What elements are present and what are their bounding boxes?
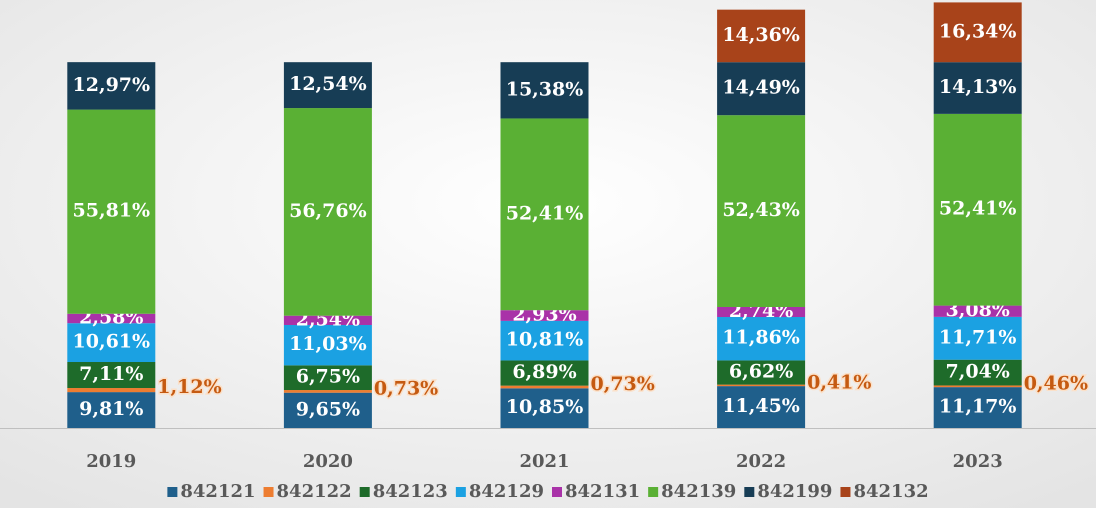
legend-label: 842121 — [180, 481, 255, 502]
data-label: 10,85% — [506, 396, 584, 418]
x-tick-label: 2019 — [86, 451, 136, 472]
data-label: 9,81% — [79, 398, 143, 420]
legend-item: 842139 — [648, 481, 736, 502]
data-label: 11,17% — [939, 396, 1017, 418]
legend-item: 842129 — [455, 481, 544, 502]
legend-item: 842199 — [744, 481, 832, 502]
data-label: 11,45% — [722, 395, 800, 417]
data-label: 56,76% — [289, 200, 367, 222]
data-label: 0,73% — [591, 373, 655, 395]
bar-segment — [717, 360, 806, 385]
data-label: 12,97% — [73, 74, 151, 96]
bar-segment — [717, 384, 806, 387]
data-label: 9,65% — [296, 398, 360, 420]
legend-item: 842121 — [167, 481, 256, 502]
legend-item: 842122 — [263, 481, 352, 502]
legend-swatch — [167, 487, 178, 497]
data-label: 0,41% — [807, 371, 871, 393]
data-label: 14,13% — [939, 76, 1017, 98]
data-label: 1,12% — [157, 376, 221, 398]
bar-segment — [717, 306, 806, 318]
data-label: 6,89% — [512, 361, 576, 383]
legend-label: 842131 — [565, 481, 640, 502]
data-label: 11,03% — [289, 333, 367, 355]
bar-segment — [933, 316, 1022, 360]
bar-segment — [933, 359, 1022, 386]
data-label: 52,41% — [939, 198, 1017, 220]
legend-item: 842123 — [359, 481, 448, 502]
bar-segment — [500, 388, 589, 428]
bar-segment — [67, 392, 156, 428]
bar-segment — [500, 320, 589, 361]
data-label: 10,81% — [506, 329, 584, 351]
legend-swatch — [648, 487, 659, 497]
bar-segment — [67, 388, 156, 393]
data-label: 6,75% — [296, 366, 360, 388]
bar-segment — [933, 62, 1022, 114]
x-tick-label: 2020 — [303, 451, 353, 472]
bar-segment — [500, 310, 589, 321]
legend-label: 842139 — [661, 481, 736, 502]
bar-segment — [717, 317, 806, 361]
bar-segment — [283, 315, 372, 325]
data-label: 0,46% — [1024, 372, 1088, 394]
legend-label: 842129 — [469, 481, 544, 502]
x-tick-label: 2022 — [736, 451, 786, 472]
x-tick-label: 2023 — [953, 451, 1003, 472]
legend-swatch — [840, 487, 851, 497]
legend-label: 842199 — [757, 481, 832, 502]
data-label: 12,54% — [289, 73, 367, 95]
data-label: 0,73% — [374, 377, 438, 399]
legend-item: 842131 — [552, 481, 640, 502]
bar-segment — [933, 387, 1022, 428]
data-label: 10,61% — [73, 331, 151, 353]
bar-segment — [717, 9, 806, 63]
bar-segment — [283, 365, 372, 391]
legend-label: 842123 — [373, 481, 448, 502]
data-label: 14,36% — [722, 24, 800, 46]
bar-segment — [283, 390, 372, 393]
bar-segment — [933, 385, 1022, 388]
data-label: 52,43% — [722, 199, 800, 221]
legend-swatch — [552, 487, 562, 497]
bar-segment — [500, 118, 589, 311]
data-label: 11,71% — [939, 326, 1017, 348]
data-label: 7,04% — [946, 361, 1010, 383]
bar-segment — [933, 2, 1022, 63]
data-label: 52,41% — [506, 202, 584, 224]
data-label: 15,38% — [506, 78, 584, 100]
data-label: 14,49% — [722, 77, 800, 99]
bar-segment — [500, 385, 589, 389]
data-label: 55,81% — [73, 200, 151, 222]
bar-segment — [67, 323, 156, 363]
bar-segment — [500, 360, 589, 386]
bar-segment — [67, 109, 156, 314]
data-label: 11,86% — [722, 327, 800, 349]
bar-segment — [717, 62, 806, 116]
bar-segment — [67, 313, 156, 324]
bar-segment — [933, 113, 1022, 306]
bar-segment — [67, 62, 156, 110]
legend-item: 842132 — [840, 481, 929, 502]
bar-segment — [933, 305, 1022, 317]
legend-swatch — [263, 487, 274, 497]
x-tick-label: 2021 — [519, 451, 569, 472]
legend-label: 842132 — [853, 481, 928, 502]
legend-swatch — [744, 487, 755, 497]
data-label: 6,62% — [729, 361, 793, 383]
bar-segment — [67, 362, 156, 389]
bar-segment — [283, 392, 372, 428]
bar-segment — [283, 62, 372, 109]
bar-segment — [717, 115, 806, 307]
data-label: 7,11% — [79, 363, 143, 385]
bar-segment — [500, 62, 589, 119]
data-label: 16,34% — [939, 20, 1017, 42]
bar-segment — [283, 108, 372, 316]
bar-segment — [283, 324, 372, 366]
bar-segment — [717, 386, 806, 428]
legend-label: 842122 — [277, 481, 352, 502]
legend-swatch — [455, 487, 466, 497]
legend-swatch — [359, 487, 370, 497]
